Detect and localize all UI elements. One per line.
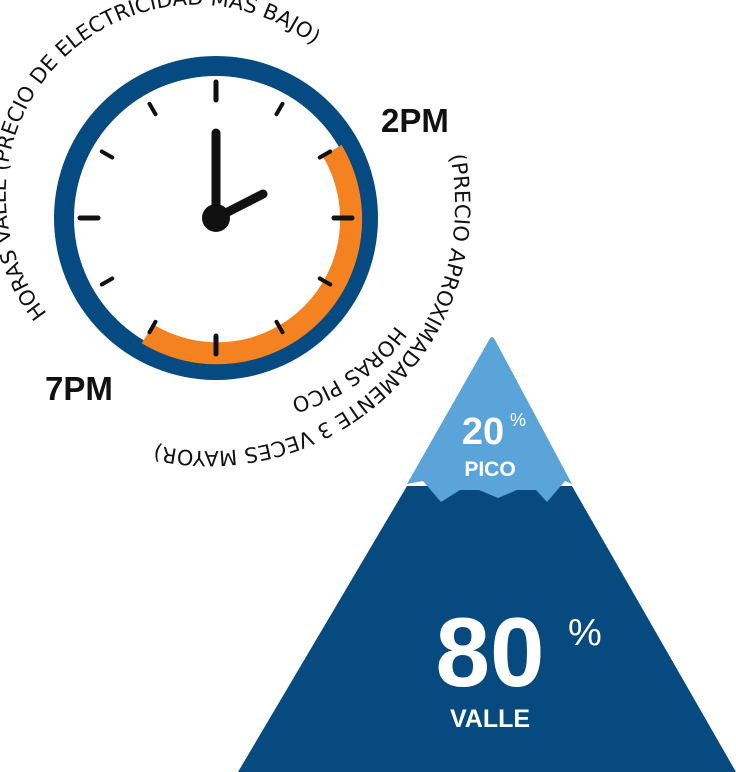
time-label-2pm: 2PM [381, 102, 449, 139]
clock-ticks [77, 79, 355, 357]
tick-5 [274, 319, 285, 335]
peak-percent-sign: % [510, 410, 526, 430]
offpeak-label: VALLE [450, 705, 530, 733]
clock [54, 56, 378, 380]
tick-11 [147, 101, 158, 117]
tick-2 [317, 149, 333, 160]
mountain-chart: 20 % PICO 80 % VALLE [238, 337, 736, 772]
peak-label: PICO [464, 458, 515, 481]
peak-section [407, 337, 572, 502]
tick-7 [147, 319, 158, 335]
offpeak-percent-sign: % [568, 612, 602, 654]
peak-percent: 20 [462, 411, 504, 453]
peak-hours-arc [141, 144, 363, 365]
tick-1 [274, 101, 285, 117]
tick-4 [317, 276, 333, 287]
tick-8 [99, 276, 115, 287]
tick-10 [99, 149, 115, 160]
offpeak-percent: 80 [435, 597, 544, 707]
clock-center [202, 204, 230, 232]
time-label-7pm: 7PM [45, 370, 113, 407]
offpeak-section [238, 486, 736, 772]
